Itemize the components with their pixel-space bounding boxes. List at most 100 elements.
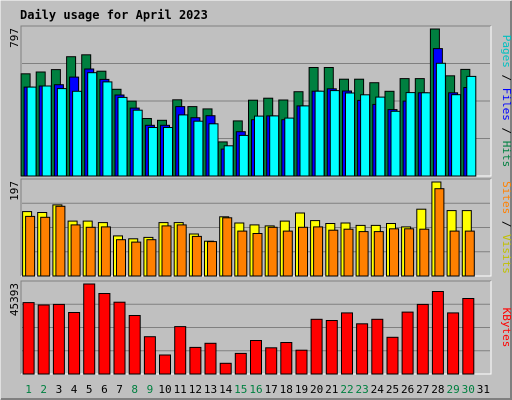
bar-pages-day-29 [451, 94, 462, 177]
bar-pages-day-18 [284, 117, 295, 177]
bar-kbytes-day-10 [159, 354, 171, 375]
bar-kbytes-day-22 [341, 312, 353, 375]
bar-pages-day-19 [299, 105, 310, 177]
x-tick-label-day-4: 4 [71, 383, 78, 396]
panel-visits-sites: 197 Sites / Visits [8, 178, 512, 277]
legend-part: / [500, 68, 512, 88]
legend-part: KBytes [500, 308, 512, 348]
plot-frame-shadow [20, 178, 491, 276]
x-tick-label-day-9: 9 [147, 383, 154, 396]
x-tick-label-day-29: 29 [446, 383, 459, 396]
bar-sites-day-6 [100, 226, 111, 277]
bar-sites-day-11 [176, 224, 187, 277]
bar-sites-day-7 [116, 239, 126, 277]
bar-sites-day-26 [404, 228, 415, 277]
series-legend-label: KBytes [500, 308, 512, 348]
bar-sites-day-30 [464, 230, 475, 277]
bar-kbytes-day-26 [401, 311, 414, 375]
bar-kbytes-day-9 [143, 336, 156, 375]
bar-sites-day-20 [313, 226, 324, 277]
bar-pages-day-8 [132, 109, 143, 177]
bar-kbytes-day-11 [174, 326, 187, 375]
chart-panels: 797 Pages / Files / Hits 197 Sites / Visits… [8, 25, 512, 375]
x-tick-label-day-11: 11 [174, 383, 187, 396]
x-tick-label-day-16: 16 [249, 383, 262, 396]
legend-part: Hits [500, 141, 512, 168]
bar-sites-day-24 [373, 231, 384, 277]
x-tick-label-day-5: 5 [86, 383, 93, 396]
bar-sites-day-12 [191, 235, 202, 277]
bar-sites-day-15 [237, 230, 248, 277]
bar-pages-day-5 [87, 72, 98, 177]
bar-kbytes-day-14 [219, 362, 232, 375]
bar-pages-day-13 [208, 123, 219, 177]
chart-title: Daily usage for April 2023 [20, 8, 208, 22]
bar-pages-day-27 [420, 92, 431, 177]
bar-sites-day-22 [343, 228, 354, 277]
y-max-label: 797 [8, 28, 21, 48]
bar-kbytes-day-30 [462, 298, 475, 375]
x-axis-day-labels: 1 2 3 4 5 6 7 8 9 10 11 12 13 14 15 16 17 18 19 20 21 22 23 24 2… [25, 383, 490, 396]
x-tick-label-day-14: 14 [219, 383, 233, 396]
bar-pages-day-9 [147, 127, 158, 177]
x-tick-label-day-10: 10 [158, 383, 171, 396]
x-tick-label-day-7: 7 [116, 383, 123, 396]
legend-part: Pages [500, 35, 512, 68]
bar-pages-day-25 [390, 110, 401, 177]
x-tick-label-day-2: 2 [40, 383, 47, 396]
x-tick-label-day-22: 22 [340, 383, 353, 396]
bar-pages-day-24 [375, 96, 386, 177]
bar-sites-day-16 [252, 233, 263, 277]
x-tick-label-day-17: 17 [265, 383, 278, 396]
bar-pages-day-22 [345, 92, 355, 177]
y-max-label: 45393 [8, 283, 21, 316]
bar-sites-day-2 [40, 216, 51, 277]
x-tick-label-day-3: 3 [56, 383, 63, 396]
bar-kbytes-day-23 [356, 323, 369, 375]
bar-kbytes-day-24 [371, 318, 384, 375]
legend-part: / [500, 214, 512, 234]
x-tick-label-day-6: 6 [101, 383, 108, 396]
bar-pages-day-26 [405, 92, 416, 177]
bar-kbytes-day-13 [204, 342, 217, 375]
bar-kbytes-day-18 [280, 342, 293, 375]
x-tick-label-day-20: 20 [310, 383, 323, 396]
bar-pages-day-6 [102, 81, 113, 177]
legend-part: Files [500, 88, 512, 121]
bar-pages-day-16 [254, 115, 264, 177]
bar-sites-day-21 [328, 229, 339, 277]
x-tick-label-day-1: 1 [25, 383, 32, 396]
bar-sites-day-18 [282, 230, 293, 277]
bar-pages-day-1 [26, 86, 37, 177]
bar-pages-day-30 [466, 75, 477, 177]
bar-sites-day-9 [146, 239, 157, 277]
legend-part: Visits [500, 234, 512, 274]
bar-pages-day-2 [41, 85, 52, 177]
bar-pages-day-3 [56, 88, 67, 177]
x-tick-label-day-24: 24 [371, 383, 385, 396]
panel-kbytes: 45393 KBytes [8, 280, 512, 375]
bar-sites-day-14 [222, 217, 233, 277]
bar-pages-day-4 [72, 90, 83, 177]
bar-sites-day-4 [70, 224, 81, 277]
plot-frame-shadow [20, 280, 491, 374]
x-tick-label-day-23: 23 [355, 383, 368, 396]
x-tick-label-day-30: 30 [462, 383, 475, 396]
bar-kbytes-day-3 [52, 303, 65, 375]
x-tick-label-day-8: 8 [131, 383, 138, 396]
x-tick-label-day-19: 19 [295, 383, 308, 396]
bar-pages-day-28 [435, 62, 446, 177]
x-tick-label-day-25: 25 [386, 383, 399, 396]
legend-part: Sites [500, 181, 512, 214]
bar-pages-day-7 [117, 96, 128, 177]
bar-kbytes-day-7 [113, 301, 126, 375]
series-legend-label: Pages / Files / Hits [500, 35, 512, 168]
bar-sites-day-1 [25, 215, 36, 277]
bar-kbytes-day-29 [447, 312, 460, 375]
bar-pages-day-21 [329, 90, 340, 177]
bar-kbytes-day-25 [386, 336, 399, 375]
bar-sites-day-23 [358, 231, 369, 277]
series-legend-label: Sites / Visits [500, 181, 512, 274]
bar-kbytes-day-6 [98, 293, 111, 375]
